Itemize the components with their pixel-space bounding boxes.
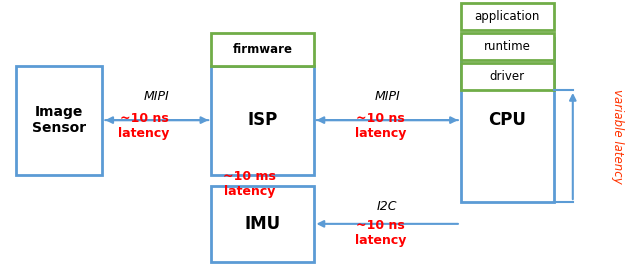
FancyBboxPatch shape (211, 66, 314, 175)
Text: MIPI: MIPI (374, 90, 400, 103)
Text: Image
Sensor: Image Sensor (32, 105, 86, 135)
Text: variable latency: variable latency (611, 89, 624, 184)
Text: driver: driver (490, 70, 525, 83)
Text: runtime: runtime (484, 40, 531, 53)
Text: firmware: firmware (232, 43, 292, 56)
FancyBboxPatch shape (461, 63, 554, 90)
FancyBboxPatch shape (461, 3, 554, 30)
Text: ~10 ns
latency: ~10 ns latency (118, 112, 170, 140)
Text: application: application (474, 10, 540, 23)
FancyBboxPatch shape (211, 186, 314, 262)
Text: ~10 ns
latency: ~10 ns latency (355, 112, 406, 140)
Text: ~10 ns
latency: ~10 ns latency (355, 219, 406, 247)
Text: ~10 ms
latency: ~10 ms latency (223, 170, 276, 198)
Text: I2C: I2C (377, 200, 397, 213)
Text: MIPI: MIPI (144, 90, 170, 103)
Text: IMU: IMU (244, 215, 280, 233)
FancyBboxPatch shape (211, 33, 314, 66)
FancyBboxPatch shape (461, 33, 554, 60)
Text: CPU: CPU (488, 111, 526, 129)
FancyBboxPatch shape (16, 66, 102, 175)
Text: ISP: ISP (247, 111, 278, 129)
FancyBboxPatch shape (461, 38, 554, 202)
